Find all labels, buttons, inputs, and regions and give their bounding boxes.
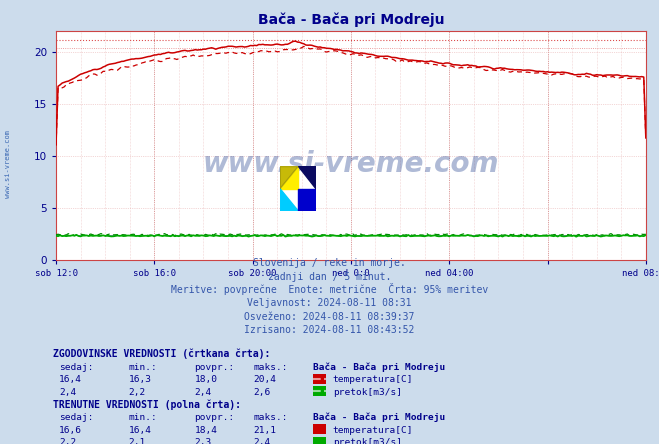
Bar [298, 189, 316, 211]
Text: Bača - Bača pri Modreju: Bača - Bača pri Modreju [313, 362, 445, 372]
Text: Veljavnost: 2024-08-11 08:31: Veljavnost: 2024-08-11 08:31 [247, 298, 412, 309]
Text: zadnji dan / 5 minut.: zadnji dan / 5 minut. [268, 272, 391, 282]
Text: 2,3: 2,3 [194, 438, 212, 444]
Text: 2,1: 2,1 [129, 438, 146, 444]
Bar [280, 166, 298, 189]
Polygon shape [280, 189, 298, 211]
Text: ZGODOVINSKE VREDNOSTI (črtkana črta):: ZGODOVINSKE VREDNOSTI (črtkana črta): [53, 349, 270, 360]
Text: www.si-vreme.com: www.si-vreme.com [5, 130, 11, 198]
Text: 2,2: 2,2 [129, 388, 146, 397]
Text: maks.:: maks.: [254, 363, 288, 372]
Text: Meritve: povprečne  Enote: metrične  Črta: 95% meritev: Meritve: povprečne Enote: metrične Črta:… [171, 283, 488, 295]
Text: sedaj:: sedaj: [59, 413, 94, 423]
Text: 16,4: 16,4 [129, 426, 152, 435]
Text: Izrisano: 2024-08-11 08:43:52: Izrisano: 2024-08-11 08:43:52 [244, 325, 415, 335]
Text: 16,4: 16,4 [59, 375, 82, 385]
Text: 20,4: 20,4 [254, 375, 277, 385]
Text: povpr.:: povpr.: [194, 413, 235, 423]
Text: TRENUTNE VREDNOSTI (polna črta):: TRENUTNE VREDNOSTI (polna črta): [53, 400, 241, 410]
Text: 2,4: 2,4 [59, 388, 76, 397]
Text: Slovenija / reke in morje.: Slovenija / reke in morje. [253, 258, 406, 269]
Text: 21,1: 21,1 [254, 426, 277, 435]
Text: Osveženo: 2024-08-11 08:39:37: Osveženo: 2024-08-11 08:39:37 [244, 312, 415, 322]
Text: 16,3: 16,3 [129, 375, 152, 385]
Text: 18,4: 18,4 [194, 426, 217, 435]
Polygon shape [298, 166, 316, 189]
Text: 2,4: 2,4 [194, 388, 212, 397]
Text: 2,2: 2,2 [59, 438, 76, 444]
Text: 2,6: 2,6 [254, 388, 271, 397]
Text: 18,0: 18,0 [194, 375, 217, 385]
Text: temperatura[C]: temperatura[C] [333, 375, 413, 385]
Text: www.si-vreme.com: www.si-vreme.com [203, 150, 499, 178]
Title: Bača - Bača pri Modreju: Bača - Bača pri Modreju [258, 12, 444, 27]
Text: sedaj:: sedaj: [59, 363, 94, 372]
Text: 16,6: 16,6 [59, 426, 82, 435]
Text: 2,4: 2,4 [254, 438, 271, 444]
Text: pretok[m3/s]: pretok[m3/s] [333, 388, 402, 397]
Text: Bača - Bača pri Modreju: Bača - Bača pri Modreju [313, 413, 445, 423]
Text: min.:: min.: [129, 363, 158, 372]
Text: povpr.:: povpr.: [194, 363, 235, 372]
Polygon shape [280, 166, 298, 189]
Text: temperatura[C]: temperatura[C] [333, 426, 413, 435]
Text: pretok[m3/s]: pretok[m3/s] [333, 438, 402, 444]
Text: maks.:: maks.: [254, 413, 288, 423]
Text: min.:: min.: [129, 413, 158, 423]
